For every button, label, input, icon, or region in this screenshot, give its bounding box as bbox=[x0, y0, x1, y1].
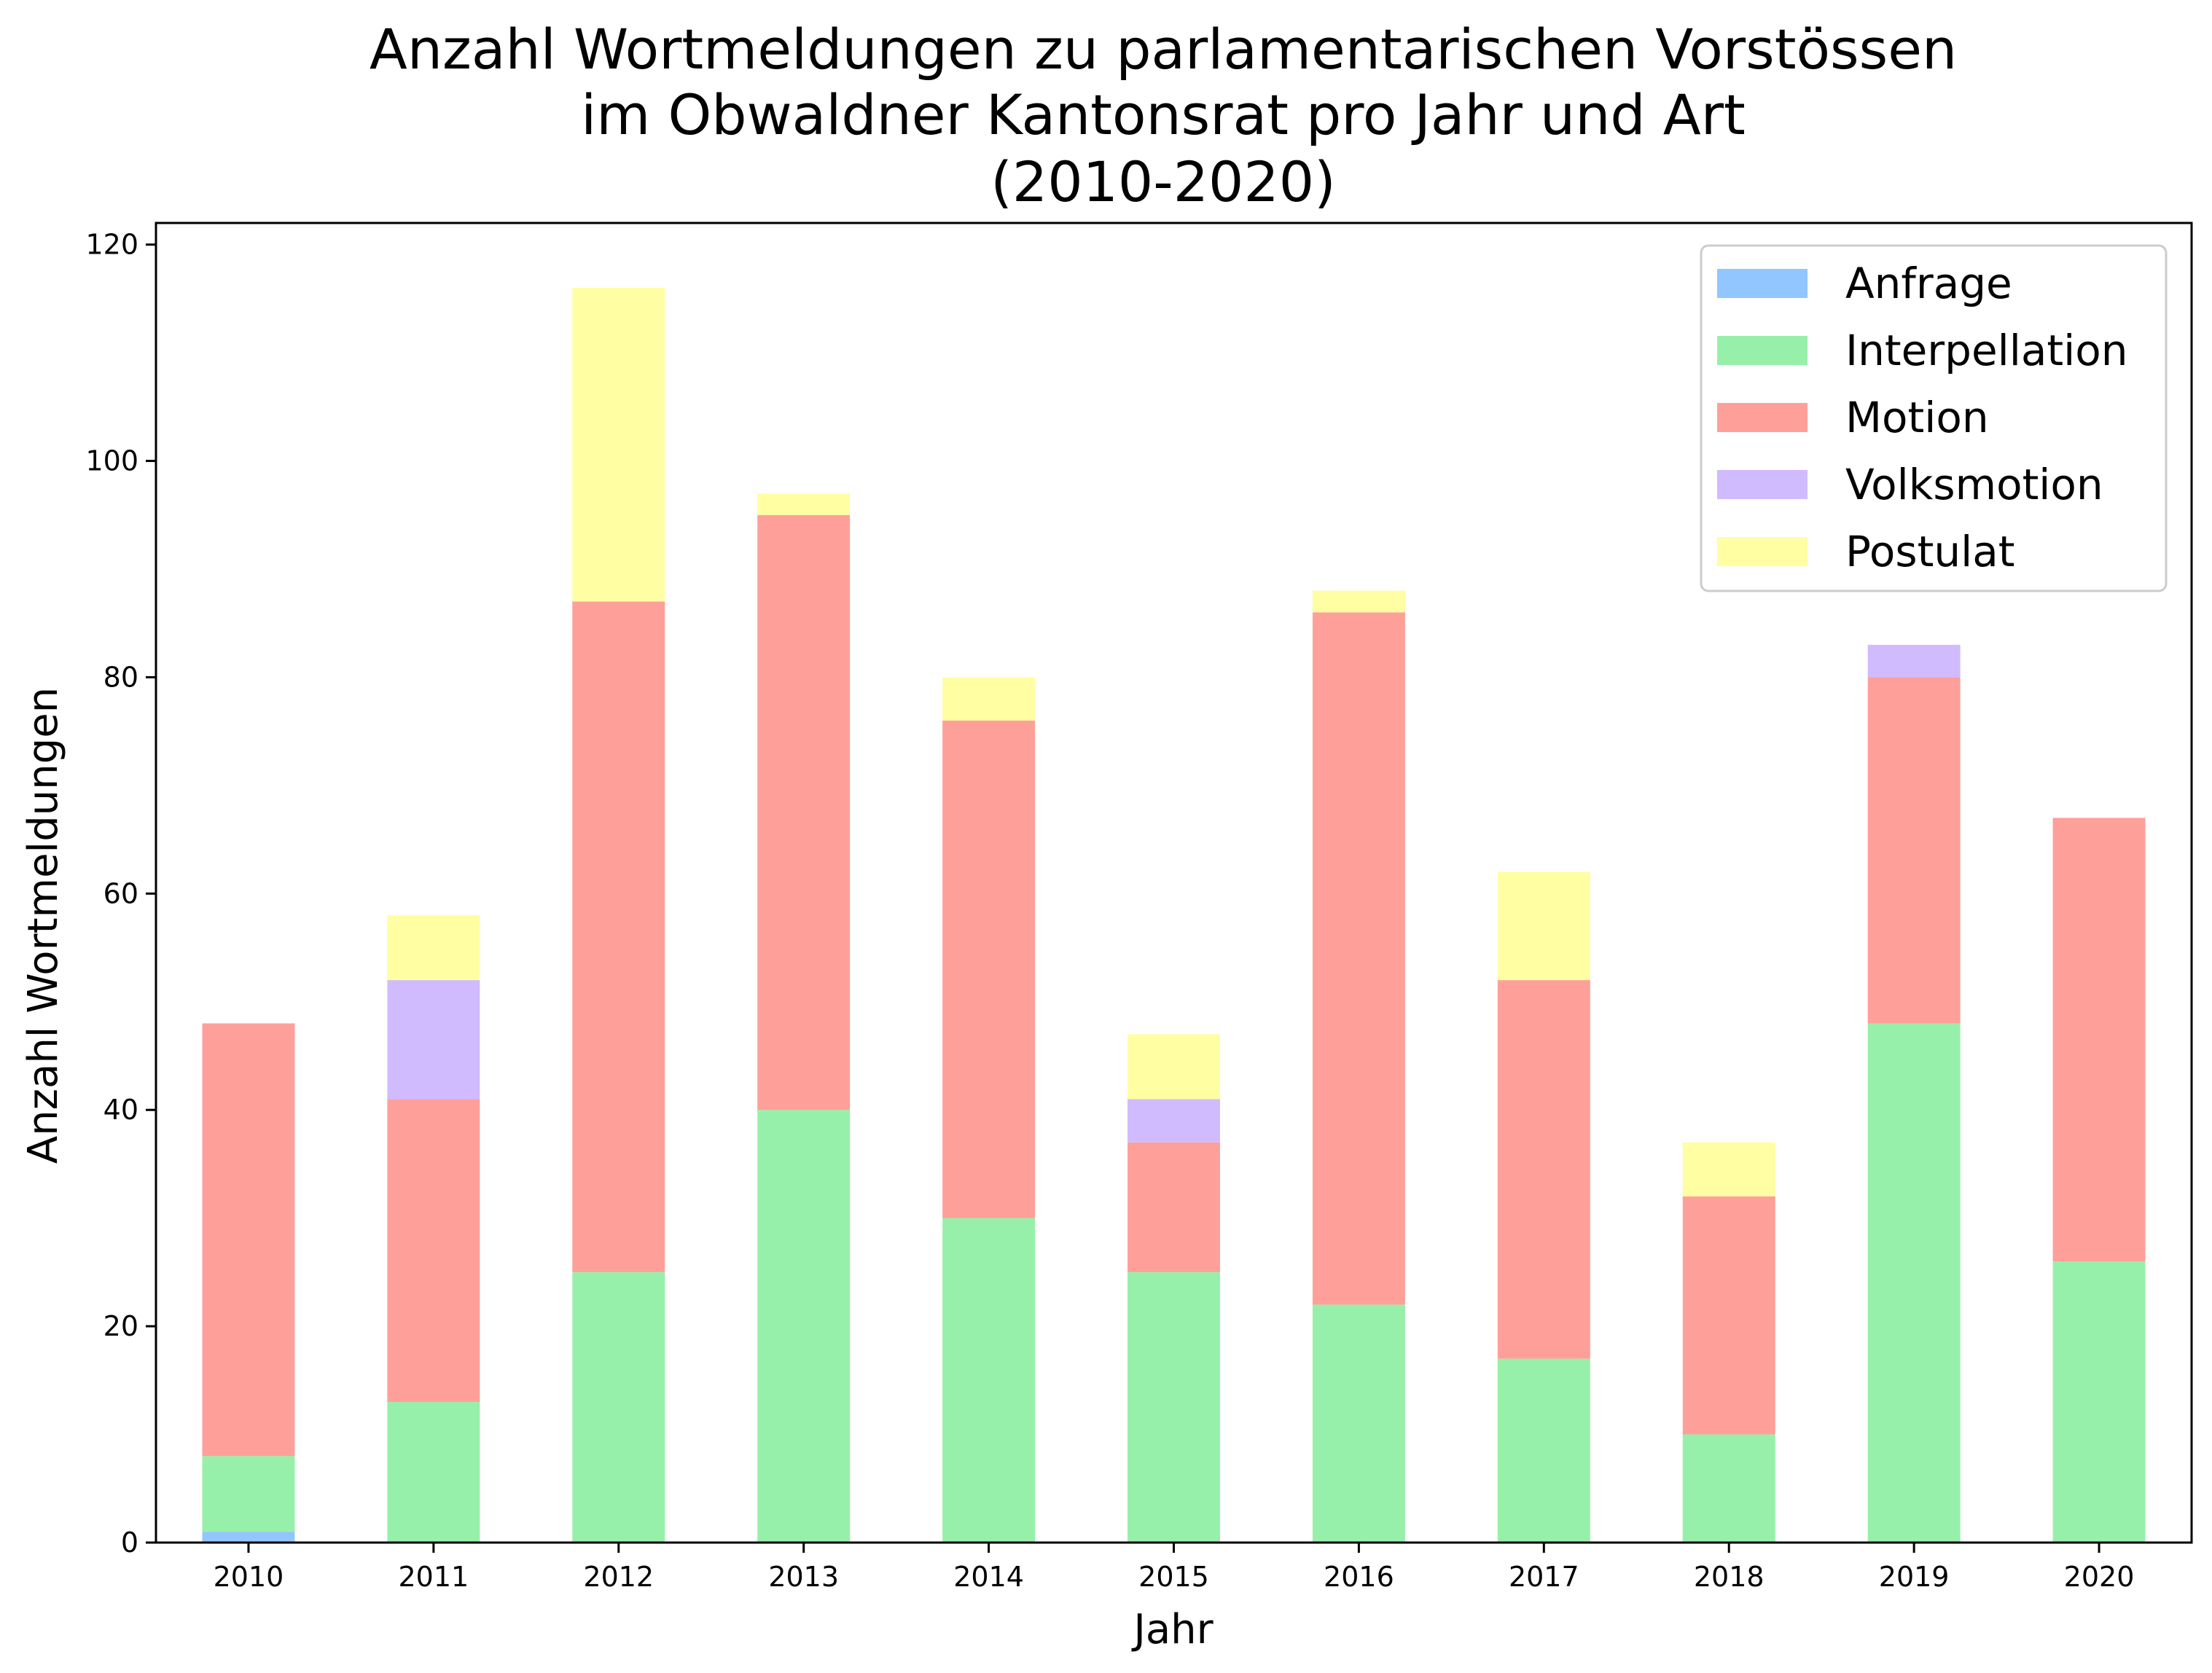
bar-motion-2019 bbox=[1867, 677, 1961, 1024]
legend-label-postulat: Postulat bbox=[1845, 527, 2015, 576]
bar-interpellation-2019 bbox=[1867, 1023, 1961, 1543]
bar-postulat-2014 bbox=[942, 677, 1036, 721]
bar-motion-2010 bbox=[202, 1023, 295, 1457]
bar-motion-2016 bbox=[1312, 612, 1405, 1305]
y-axis: 0 20 40 60 80 100 120 bbox=[85, 229, 156, 1559]
bar-motion-2014 bbox=[942, 720, 1036, 1218]
bar-interpellation-2015 bbox=[1128, 1272, 1220, 1543]
x-axis: 2010 2011 2012 2013 2014 2015 2016 2017 2018 2019… bbox=[214, 1543, 2135, 1593]
y-tick-label: 0 bbox=[121, 1527, 138, 1559]
legend-label-motion: Motion bbox=[1845, 393, 1989, 442]
x-tick-label: 2018 bbox=[1694, 1561, 1764, 1593]
legend-swatch-postulat bbox=[1717, 537, 1807, 566]
bar-postulat-2015 bbox=[1128, 1034, 1220, 1100]
x-tick-label: 2012 bbox=[583, 1561, 654, 1593]
y-tick-label: 20 bbox=[103, 1310, 138, 1342]
x-tick-label: 2014 bbox=[953, 1561, 1024, 1593]
legend-label-interpellation: Interpellation bbox=[1845, 326, 2128, 375]
bar-anfrage-2010 bbox=[202, 1532, 295, 1543]
bar-motion-2011 bbox=[387, 1099, 480, 1403]
legend-frame bbox=[1700, 244, 2168, 592]
x-tick-label: 2013 bbox=[768, 1561, 839, 1593]
bar-interpellation-2010 bbox=[202, 1456, 295, 1532]
bar-postulat-2011 bbox=[387, 915, 480, 981]
bar-motion-2012 bbox=[572, 601, 665, 1272]
bar-motion-2015 bbox=[1128, 1142, 1220, 1272]
x-tick-label: 2017 bbox=[1509, 1561, 1579, 1593]
bar-volksmotion-2011 bbox=[387, 980, 480, 1100]
x-axis-label: Jahr bbox=[1131, 1606, 1214, 1653]
chart-title: Anzahl Wortmeldungen zu parlamentarische… bbox=[370, 17, 1957, 214]
y-tick-label: 80 bbox=[103, 661, 138, 693]
y-axis-label: Anzahl Wortmeldungen bbox=[20, 687, 67, 1164]
legend-label-anfrage: Anfrage bbox=[1845, 259, 2012, 308]
bar-volksmotion-2015 bbox=[1128, 1099, 1220, 1143]
legend-swatch-anfrage bbox=[1717, 269, 1807, 298]
bar-motion-2020 bbox=[2052, 818, 2146, 1262]
chart-title-line-2: im Obwaldner Kantonsrat pro Jahr und Art bbox=[581, 82, 1746, 147]
x-tick-label: 2010 bbox=[214, 1561, 284, 1593]
bar-interpellation-2013 bbox=[757, 1110, 851, 1543]
y-tick-label: 60 bbox=[103, 877, 138, 909]
x-tick-label: 2020 bbox=[2064, 1561, 2135, 1593]
bar-motion-2018 bbox=[1682, 1196, 1775, 1435]
x-tick-label: 2015 bbox=[1138, 1561, 1209, 1593]
plot-frame bbox=[155, 222, 2193, 1544]
bar-interpellation-2016 bbox=[1312, 1304, 1405, 1543]
chart-title-line-1: Anzahl Wortmeldungen zu parlamentarische… bbox=[370, 17, 1957, 82]
x-tick-label: 2016 bbox=[1324, 1561, 1394, 1593]
bar-postulat-2013 bbox=[757, 493, 851, 515]
x-tick-label: 2019 bbox=[1879, 1561, 1950, 1593]
bar-interpellation-2014 bbox=[942, 1218, 1036, 1543]
y-tick-label: 40 bbox=[103, 1094, 138, 1126]
bars-layer bbox=[202, 288, 2146, 1543]
x-tick-label: 2011 bbox=[399, 1561, 469, 1593]
bar-interpellation-2011 bbox=[387, 1402, 480, 1543]
bar-interpellation-2018 bbox=[1682, 1434, 1775, 1543]
legend-swatch-volksmotion bbox=[1717, 470, 1807, 499]
bar-postulat-2016 bbox=[1312, 590, 1405, 613]
bar-volksmotion-2019 bbox=[1867, 644, 1961, 678]
y-tick-label: 120 bbox=[85, 229, 138, 261]
bar-motion-2017 bbox=[1497, 980, 1590, 1359]
chart-title-line-3: (2010-2020) bbox=[990, 149, 1336, 214]
legend-swatch-interpellation bbox=[1717, 336, 1807, 365]
bar-postulat-2012 bbox=[572, 288, 665, 602]
bar-interpellation-2012 bbox=[572, 1272, 665, 1543]
bar-postulat-2017 bbox=[1497, 871, 1590, 981]
legend-swatch-motion bbox=[1717, 403, 1807, 432]
y-tick-label: 100 bbox=[85, 445, 138, 477]
bar-interpellation-2017 bbox=[1497, 1358, 1590, 1543]
legend-label-volksmotion: Volksmotion bbox=[1845, 460, 2103, 509]
bar-postulat-2018 bbox=[1682, 1142, 1775, 1196]
bar-interpellation-2020 bbox=[2052, 1261, 2146, 1543]
bar-motion-2013 bbox=[757, 514, 851, 1110]
legend: Anfrage Interpellation Motion Volksmotion Po… bbox=[1700, 244, 2168, 592]
